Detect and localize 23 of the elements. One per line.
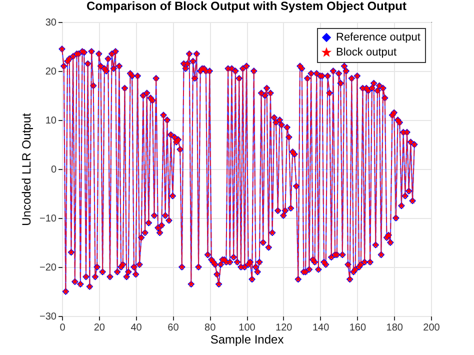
y-tick-label: −30	[40, 312, 57, 322]
y-tick-label: 20	[45, 66, 57, 78]
x-tick-label: 40	[130, 322, 142, 334]
y-tick-label: 10	[45, 116, 57, 126]
legend-label: Reference output	[336, 32, 420, 44]
x-tick-label: 60	[168, 322, 180, 334]
x-tick-label: 100	[238, 322, 256, 334]
x-axis-title: Sample Index	[210, 332, 284, 346]
y-tick-label: 30	[45, 18, 57, 28]
chart-title: Comparison of Block Output with System Object Output	[86, 0, 407, 13]
x-tick-label: 180	[386, 322, 404, 334]
x-tick-label: 80	[204, 322, 216, 334]
x-tick-label: 120	[276, 322, 293, 334]
x-tick-label: 0	[60, 322, 66, 334]
y-tick-label: −10	[40, 214, 57, 224]
y-tick-label: −20	[40, 262, 57, 274]
x-tick-label: 20	[94, 322, 106, 334]
legend-label: Block output	[336, 46, 397, 58]
x-tick-label: 200	[423, 322, 440, 334]
x-tick-label: 160	[349, 322, 366, 334]
x-tick-label: 140	[312, 322, 330, 334]
y-axis-title: Uncoded LLR Output	[20, 112, 34, 226]
y-tick-label: 0	[50, 164, 57, 176]
